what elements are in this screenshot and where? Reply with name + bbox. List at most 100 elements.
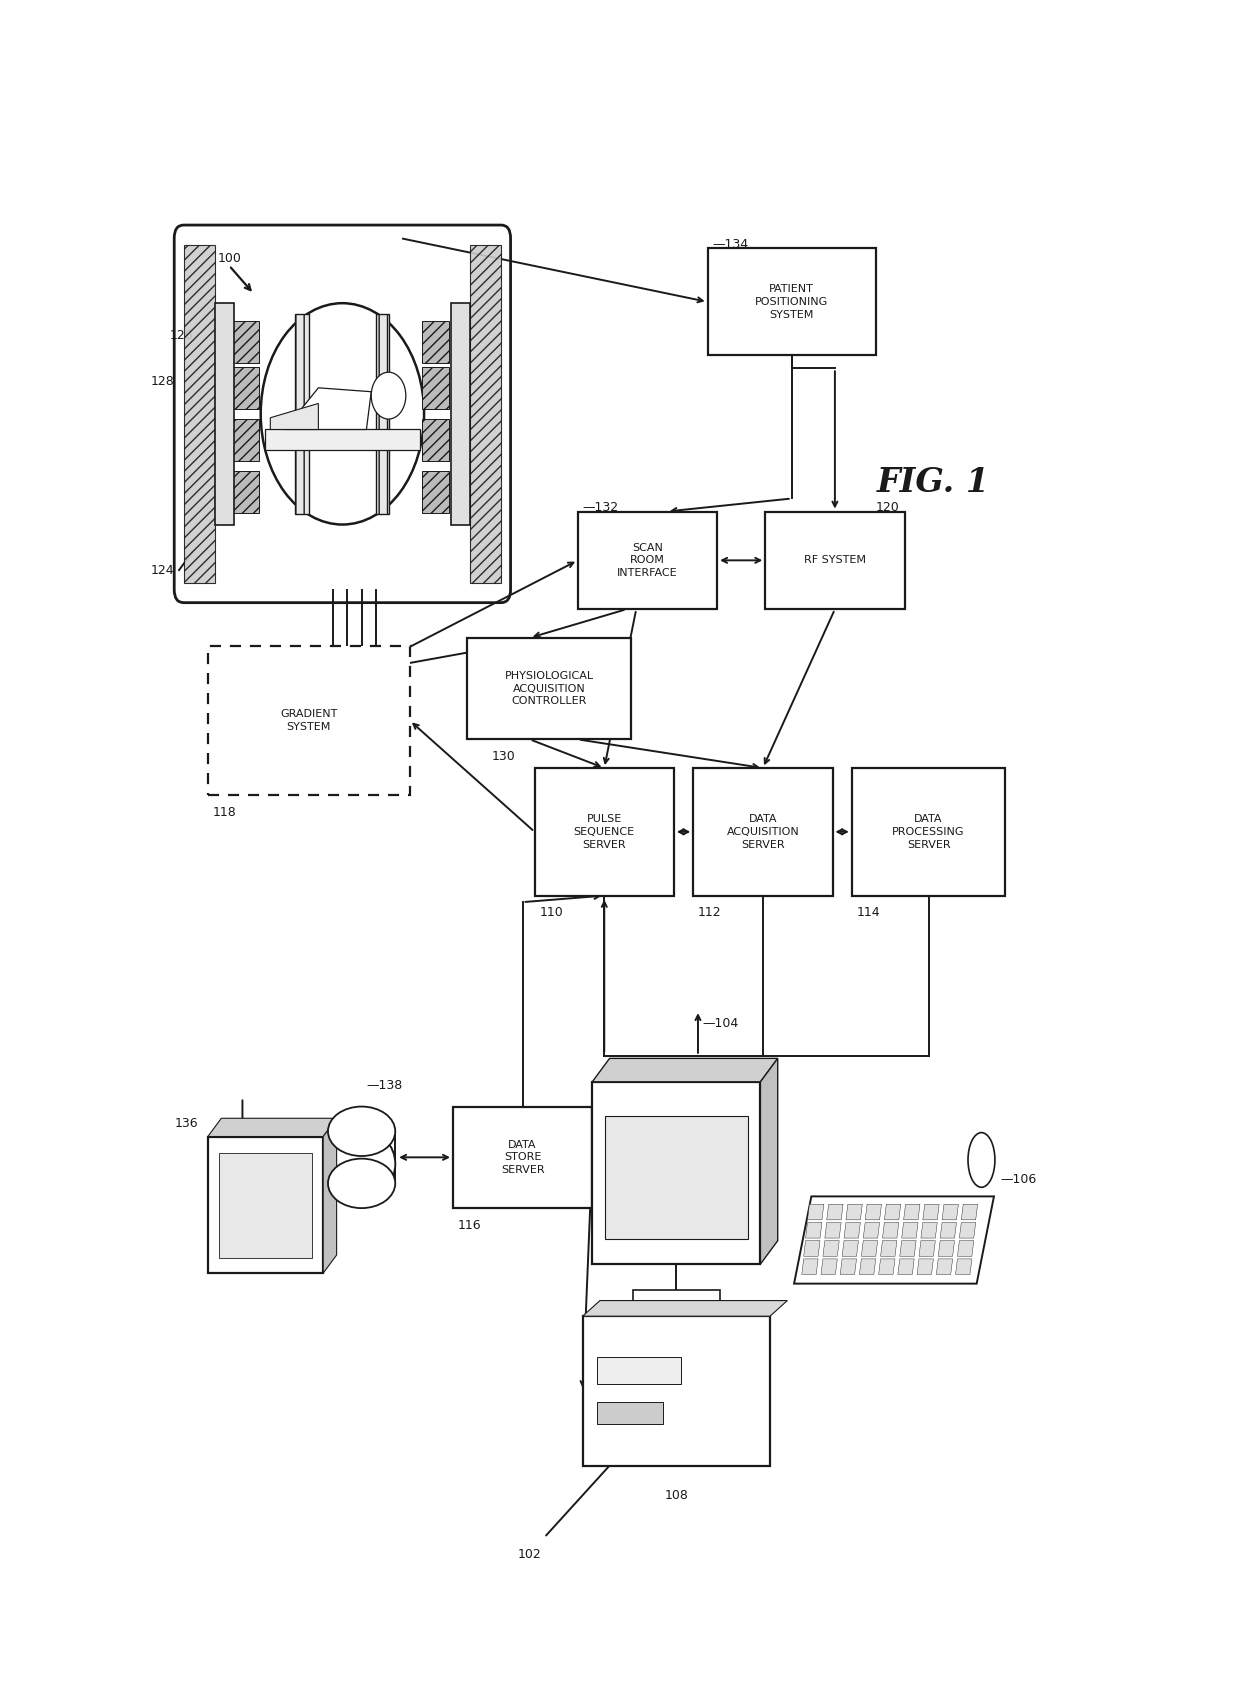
Polygon shape xyxy=(921,1223,937,1238)
Polygon shape xyxy=(961,1204,977,1219)
Polygon shape xyxy=(794,1197,994,1283)
Polygon shape xyxy=(960,1223,976,1238)
Text: 120: 120 xyxy=(875,501,900,514)
Polygon shape xyxy=(806,1223,822,1238)
Polygon shape xyxy=(957,1241,973,1256)
Text: PULSE
SEQUENCE
SERVER: PULSE SEQUENCE SERVER xyxy=(574,813,635,849)
Bar xyxy=(232,419,259,460)
Text: FIG. 1: FIG. 1 xyxy=(877,467,990,499)
Polygon shape xyxy=(844,1223,861,1238)
Polygon shape xyxy=(807,1204,823,1219)
Bar xyxy=(422,321,449,364)
Polygon shape xyxy=(866,1204,882,1219)
Polygon shape xyxy=(939,1241,955,1256)
Polygon shape xyxy=(940,1223,956,1238)
Ellipse shape xyxy=(968,1133,994,1187)
Polygon shape xyxy=(942,1204,959,1219)
Polygon shape xyxy=(879,1258,895,1275)
Polygon shape xyxy=(901,1223,918,1238)
Bar xyxy=(693,768,832,896)
Polygon shape xyxy=(825,1223,841,1238)
Bar xyxy=(219,1153,311,1258)
Text: PATIENT
POSITIONING
SYSTEM: PATIENT POSITIONING SYSTEM xyxy=(755,284,828,320)
Bar xyxy=(264,430,420,450)
Bar xyxy=(215,303,234,524)
Bar xyxy=(376,313,389,514)
Polygon shape xyxy=(956,1258,972,1275)
Bar xyxy=(467,638,631,739)
Ellipse shape xyxy=(327,1130,396,1197)
Text: 114: 114 xyxy=(857,906,880,918)
Bar xyxy=(208,1136,324,1273)
Polygon shape xyxy=(760,1059,777,1265)
Polygon shape xyxy=(842,1241,858,1256)
Polygon shape xyxy=(862,1241,878,1256)
Polygon shape xyxy=(918,1258,934,1275)
Text: —138: —138 xyxy=(367,1079,403,1092)
Text: 126: 126 xyxy=(170,330,193,342)
Text: DATA
STORE
SERVER: DATA STORE SERVER xyxy=(501,1140,544,1175)
Bar xyxy=(232,472,259,512)
Text: —106: —106 xyxy=(1001,1174,1037,1185)
Text: DATA
PROCESSING
SERVER: DATA PROCESSING SERVER xyxy=(893,813,965,849)
Text: 136: 136 xyxy=(175,1118,198,1130)
Text: 130: 130 xyxy=(491,749,515,763)
Bar xyxy=(634,1290,719,1314)
Bar xyxy=(596,1356,682,1383)
Polygon shape xyxy=(846,1204,862,1219)
Text: DATA
ACQUISITION
SERVER: DATA ACQUISITION SERVER xyxy=(727,813,800,849)
Polygon shape xyxy=(208,1118,336,1136)
Bar xyxy=(232,367,259,409)
Bar xyxy=(583,1316,770,1466)
Polygon shape xyxy=(804,1241,820,1256)
Bar xyxy=(208,646,409,795)
Bar xyxy=(422,367,449,409)
Bar xyxy=(184,245,215,583)
Bar xyxy=(422,472,449,512)
Text: 124: 124 xyxy=(150,563,174,577)
Bar xyxy=(852,768,1006,896)
Polygon shape xyxy=(880,1241,897,1256)
Circle shape xyxy=(260,303,424,524)
Polygon shape xyxy=(802,1258,818,1275)
Text: 102: 102 xyxy=(518,1547,542,1561)
Polygon shape xyxy=(270,404,319,430)
Ellipse shape xyxy=(327,1158,396,1207)
Polygon shape xyxy=(900,1241,916,1256)
Bar xyxy=(451,303,470,524)
Text: 118: 118 xyxy=(213,807,237,818)
FancyBboxPatch shape xyxy=(174,225,511,602)
Bar xyxy=(605,1116,748,1240)
Polygon shape xyxy=(821,1258,837,1275)
Text: SCAN
ROOM
INTERFACE: SCAN ROOM INTERFACE xyxy=(618,543,678,578)
Polygon shape xyxy=(827,1204,843,1219)
Bar xyxy=(295,313,309,514)
Bar xyxy=(232,321,259,364)
Polygon shape xyxy=(583,1300,787,1316)
Polygon shape xyxy=(324,1118,336,1273)
Text: —104: —104 xyxy=(703,1016,739,1030)
Text: 112: 112 xyxy=(698,906,722,918)
Polygon shape xyxy=(863,1223,879,1238)
Bar xyxy=(708,249,875,355)
Bar xyxy=(765,511,905,609)
Bar xyxy=(534,768,675,896)
Polygon shape xyxy=(285,387,371,430)
Bar xyxy=(453,1106,593,1207)
Text: 108: 108 xyxy=(665,1490,688,1502)
Polygon shape xyxy=(898,1258,914,1275)
Text: 110: 110 xyxy=(539,906,563,918)
Polygon shape xyxy=(859,1258,875,1275)
Text: —134: —134 xyxy=(712,238,749,250)
Text: GRADIENT
SYSTEM: GRADIENT SYSTEM xyxy=(280,709,337,732)
Ellipse shape xyxy=(327,1106,396,1157)
Polygon shape xyxy=(884,1204,900,1219)
Polygon shape xyxy=(919,1241,935,1256)
Circle shape xyxy=(371,372,405,419)
Polygon shape xyxy=(841,1258,857,1275)
Bar xyxy=(578,511,717,609)
Polygon shape xyxy=(936,1258,952,1275)
Polygon shape xyxy=(593,1059,777,1082)
Text: 122: 122 xyxy=(386,665,409,678)
Polygon shape xyxy=(923,1204,939,1219)
